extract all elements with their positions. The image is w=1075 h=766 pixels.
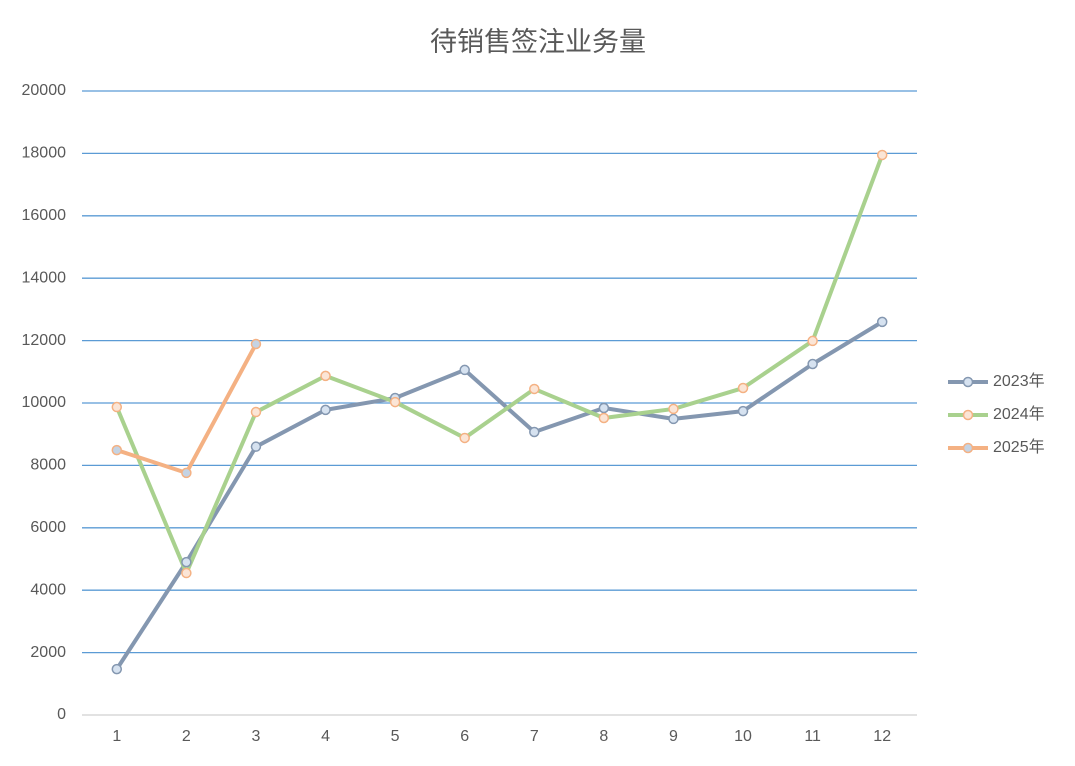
point-marker — [737, 382, 749, 394]
x-tick-label: 5 — [391, 728, 400, 745]
point-marker — [181, 556, 192, 568]
y-tick-label: 18000 — [22, 145, 67, 162]
point-marker — [598, 412, 610, 424]
y-tick-label: 6000 — [30, 519, 66, 536]
x-tick-label: 8 — [599, 728, 608, 745]
point-marker — [876, 149, 888, 161]
point-marker — [737, 405, 749, 417]
point-marker — [459, 432, 470, 444]
point-marker — [181, 567, 192, 579]
point-marker — [250, 338, 262, 350]
point-marker — [807, 335, 818, 347]
chart-title: 待销售签注业务量 — [430, 27, 646, 57]
legend-marker — [962, 409, 974, 421]
y-tick-label: 0 — [57, 706, 66, 723]
point-marker — [181, 467, 192, 479]
point-marker — [111, 444, 123, 456]
y-tick-label: 10000 — [22, 394, 67, 411]
series-line — [115, 320, 884, 671]
point-marker — [250, 406, 262, 418]
x-tick-label: 10 — [734, 728, 752, 745]
y-tick-label: 4000 — [30, 581, 66, 598]
x-tick-label: 6 — [460, 728, 469, 745]
point-marker — [320, 404, 331, 416]
y-tick-label: 14000 — [22, 269, 67, 286]
y-tick-label: 20000 — [22, 82, 67, 99]
point-marker — [459, 364, 470, 376]
point-marker — [111, 663, 123, 675]
y-tick-label: 12000 — [22, 332, 67, 349]
point-marker — [807, 358, 818, 370]
point-marker — [668, 403, 679, 415]
y-tick-label: 16000 — [22, 207, 67, 224]
legend-marker — [962, 376, 974, 388]
point-marker — [250, 441, 262, 452]
x-tick-label: 7 — [530, 728, 539, 745]
x-tick-label: 11 — [804, 728, 821, 745]
x-tick-label: 2 — [182, 728, 191, 745]
y-tick-label: 2000 — [30, 644, 66, 661]
point-marker — [876, 316, 888, 328]
point-marker — [389, 396, 401, 408]
point-marker — [529, 383, 540, 395]
series-line — [114, 154, 885, 576]
legend-label: 2025年 — [993, 438, 1045, 456]
x-tick-label: 1 — [112, 728, 121, 745]
x-tick-label: 9 — [669, 728, 678, 745]
x-tick-label: 4 — [321, 728, 330, 745]
y-tick-label: 8000 — [30, 457, 66, 474]
x-tick-label: 3 — [252, 728, 261, 745]
point-marker — [111, 401, 123, 413]
point-marker — [668, 413, 679, 425]
point-marker — [320, 370, 331, 382]
legend-label: 2024年 — [993, 405, 1045, 423]
point-marker — [529, 426, 540, 438]
legend-label: 2023年 — [993, 372, 1045, 390]
legend-marker — [962, 442, 974, 454]
x-tick-label: 12 — [873, 728, 891, 745]
point-marker — [598, 402, 610, 414]
